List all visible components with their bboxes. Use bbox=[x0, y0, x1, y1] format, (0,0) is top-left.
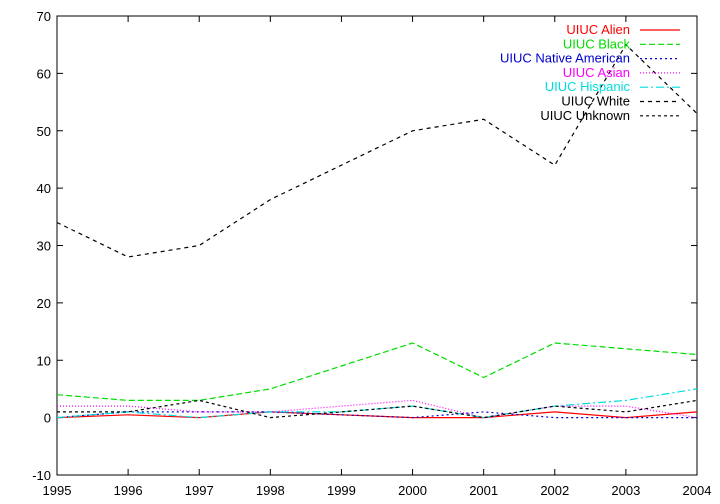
x-tick-label: 1999 bbox=[327, 483, 356, 498]
x-tick-label: 2000 bbox=[398, 483, 427, 498]
x-tick-label: 2004 bbox=[683, 483, 712, 498]
y-tick-label: 40 bbox=[37, 181, 51, 196]
x-tick-label: 2002 bbox=[540, 483, 569, 498]
x-tick-label: 1995 bbox=[43, 483, 72, 498]
y-tick-label: 0 bbox=[44, 411, 51, 426]
y-tick-label: -10 bbox=[32, 468, 51, 483]
y-tick-label: 30 bbox=[37, 239, 51, 254]
x-tick-label: 1996 bbox=[114, 483, 143, 498]
x-tick-label: 2001 bbox=[469, 483, 498, 498]
y-tick-label: 70 bbox=[37, 9, 51, 24]
axis-ticks: -10 0 10 20 30 40 50 60 70 1995 1996 1997 1998 1999 20… bbox=[32, 9, 711, 498]
legend-label: UIUC Alien bbox=[566, 22, 630, 37]
y-tick-label: 10 bbox=[37, 353, 51, 368]
y-tick-label: 50 bbox=[37, 124, 51, 139]
y-tick-label: 60 bbox=[37, 66, 51, 81]
series-line-uiuc-white bbox=[56, 43, 698, 258]
x-tick-label: 1998 bbox=[256, 483, 285, 498]
y-tick-label: 20 bbox=[37, 296, 51, 311]
legend-label: UIUC Asian bbox=[563, 65, 630, 80]
legend-label: UIUC Native American bbox=[500, 51, 630, 66]
legend-label: UIUC Unknown bbox=[540, 108, 630, 123]
legend-label: UIUC White bbox=[561, 94, 630, 109]
series-lines bbox=[56, 43, 698, 419]
x-tick-label: 2003 bbox=[611, 483, 640, 498]
series-line-uiuc-hispanic bbox=[56, 388, 698, 419]
legend-label: UIUC Hispanic bbox=[545, 79, 631, 94]
series-line-uiuc-native-american bbox=[56, 411, 697, 419]
x-tick-label: 1997 bbox=[185, 483, 214, 498]
series-line-uiuc-asian bbox=[57, 399, 698, 419]
legend-label: UIUC Black bbox=[563, 36, 631, 51]
series-line-uiuc-black bbox=[56, 342, 698, 401]
